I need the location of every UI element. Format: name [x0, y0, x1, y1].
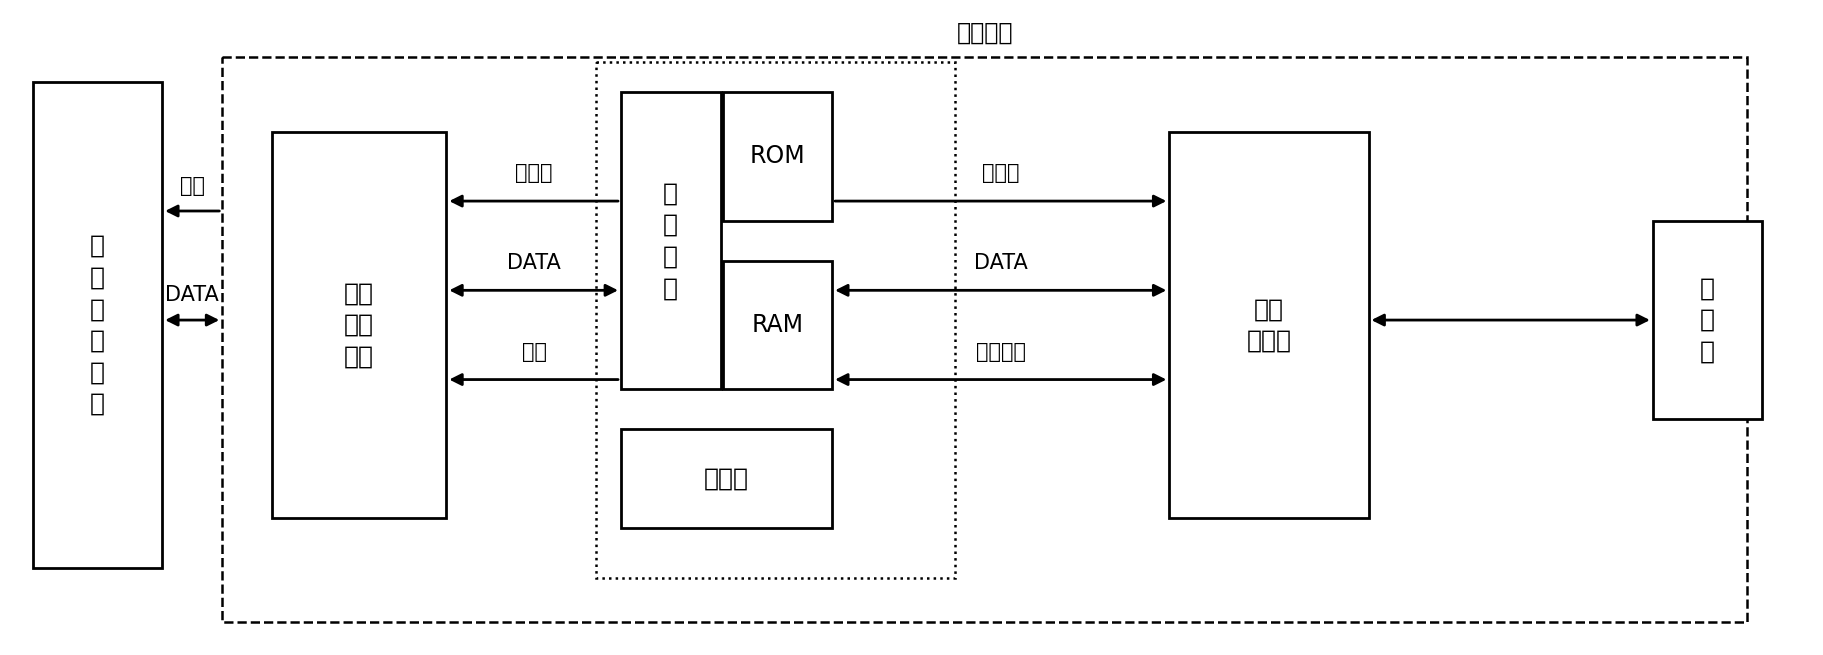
Text: 片选信号: 片选信号 — [975, 342, 1025, 362]
Text: 控制电路: 控制电路 — [955, 20, 1012, 45]
Bar — [1169, 132, 1367, 518]
Text: 控制: 控制 — [521, 342, 547, 362]
Bar — [272, 132, 447, 518]
Bar — [722, 92, 831, 221]
Bar — [722, 261, 831, 390]
Bar — [222, 57, 1746, 622]
Bar — [620, 92, 720, 390]
Text: ROM: ROM — [749, 145, 804, 168]
Text: DATA: DATA — [166, 286, 219, 305]
Text: RAM: RAM — [751, 313, 802, 337]
Text: 译码
控制
接口: 译码 控制 接口 — [345, 282, 374, 369]
Bar — [620, 429, 831, 529]
Text: 至
卫
星: 至 卫 星 — [1699, 276, 1714, 364]
Text: DATA: DATA — [507, 253, 561, 272]
Text: 微
处
理
器: 微 处 理 器 — [664, 181, 678, 300]
Bar — [33, 82, 162, 568]
Text: 地址线: 地址线 — [981, 163, 1019, 183]
Bar — [596, 62, 955, 578]
Text: DATA: DATA — [973, 253, 1026, 272]
Text: 控制: 控制 — [180, 176, 204, 196]
Bar — [1652, 221, 1761, 419]
Text: 数
据
采
集
电
路: 数 据 采 集 电 路 — [89, 234, 106, 416]
Text: 总线
控制器: 总线 控制器 — [1245, 297, 1291, 353]
Text: 地址线: 地址线 — [516, 163, 552, 183]
Text: 看门狗: 看门狗 — [704, 467, 749, 491]
